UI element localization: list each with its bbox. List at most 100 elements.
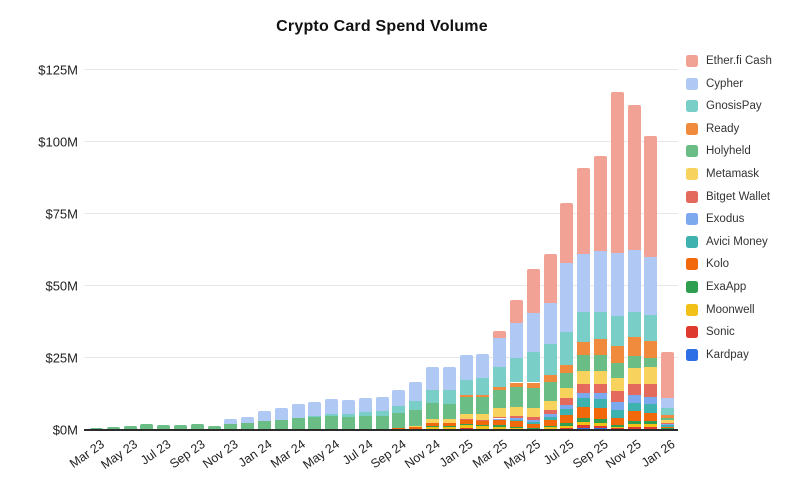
bar-segment-kolo[interactable] [627,410,641,421]
bar-segment-metamask[interactable] [577,370,591,384]
bar-segment-cypher[interactable] [224,418,238,425]
bar-segment-gnosispay[interactable] [543,343,557,376]
bar-segment-metamask[interactable] [644,366,658,384]
bar-segment-moonwell[interactable] [661,428,675,430]
bar-segment-ready[interactable] [644,340,658,358]
bar-segment-cypher[interactable] [459,355,473,380]
bar-segment-bitget-wallet[interactable] [459,419,473,420]
bar-segment-kolo[interactable] [593,407,607,420]
bar-segment-cypher[interactable] [291,404,305,418]
bar-segment-exodus[interactable] [509,418,523,420]
bar-segment-moonwell[interactable] [543,427,557,429]
bar-segment-kolo[interactable] [392,427,406,429]
legend-item-holyheld[interactable]: Holyheld [686,145,772,158]
bar-segment-exodus[interactable] [593,392,607,399]
bar-segment-holyheld[interactable] [224,424,238,430]
bar-segment-holyheld[interactable] [207,425,221,430]
bar-segment-holyheld[interactable] [526,388,540,409]
legend-item-cypher[interactable]: Cypher [686,77,772,90]
bar-segment-gnosispay[interactable] [358,411,372,417]
bar-segment-gnosispay[interactable] [459,379,473,396]
bar-segment-ready[interactable] [509,382,523,387]
bar-segment-kolo[interactable] [610,417,624,426]
bar-segment-gnosispay[interactable] [526,352,540,383]
bar-segment-ether-fi-cash[interactable] [610,91,624,253]
bar-segment-bitget-wallet[interactable] [526,417,540,420]
bar-segment-cypher[interactable] [442,367,456,390]
bar-segment-exaapp[interactable] [627,420,641,424]
bar-segment-ether-fi-cash[interactable] [661,352,675,399]
bar-segment-moonwell[interactable] [644,424,658,428]
bar-segment-avici-money[interactable] [661,425,675,427]
bar-segment-sonic[interactable] [644,427,658,429]
bar-segment-holyheld[interactable] [425,402,439,420]
legend-item-kardpay[interactable]: Kardpay [686,348,772,361]
bar-segment-ready[interactable] [661,414,675,418]
bar-segment-ether-fi-cash[interactable] [493,330,507,338]
bar-segment-cypher[interactable] [509,323,523,358]
bar-segment-gnosispay[interactable] [375,410,389,416]
bar-segment-cypher[interactable] [560,262,574,333]
bar-segment-ready[interactable] [543,375,557,383]
bar-segment-exodus[interactable] [577,392,591,399]
bar-segment-moonwell[interactable] [476,425,490,429]
legend-item-gnosispay[interactable]: GnosisPay [686,100,772,113]
bar-segment-avici-money[interactable] [543,417,557,420]
bar-segment-exodus[interactable] [493,418,507,420]
legend-item-avici-money[interactable]: Avici Money [686,235,772,248]
bar-segment-kolo[interactable] [644,412,658,422]
bar-segment-moonwell[interactable] [627,423,641,427]
bar-segment-gnosispay[interactable] [392,406,406,414]
bar-segment-metamask[interactable] [610,378,624,392]
bar-segment-cypher[interactable] [476,353,490,379]
bar-segment-cypher[interactable] [409,382,423,401]
bar-segment-gnosispay[interactable] [442,389,456,404]
bar-segment-moonwell[interactable] [610,426,624,429]
bar-segment-holyheld[interactable] [241,423,255,430]
bar-segment-holyheld[interactable] [593,355,607,371]
bar-segment-ready[interactable] [526,382,540,389]
bar-segment-bitget-wallet[interactable] [661,422,675,425]
bar-segment-metamask[interactable] [560,387,574,399]
bar-segment-exodus[interactable] [627,395,641,403]
bar-segment-metamask[interactable] [442,419,456,424]
bar-segment-gnosispay[interactable] [661,408,675,415]
bar-segment-avici-money[interactable] [526,422,540,425]
bar-segment-bitget-wallet[interactable] [610,391,624,402]
bar-segment-holyheld[interactable] [442,403,456,420]
bar-segment-moonwell[interactable] [493,426,507,430]
legend-item-exodus[interactable]: Exodus [686,213,772,226]
bar-segment-exaapp[interactable] [593,419,607,423]
bar-segment-cypher[interactable] [593,251,607,312]
bar-segment-sonic[interactable] [577,425,591,428]
bar-segment-gnosispay[interactable] [493,366,507,387]
legend-item-kolo[interactable]: Kolo [686,258,772,271]
bar-segment-bitget-wallet[interactable] [543,410,557,415]
bar-segment-sonic[interactable] [627,426,641,429]
bar-segment-cypher[interactable] [543,303,557,344]
bar-segment-holyheld[interactable] [392,413,406,428]
legend-item-bitget-wallet[interactable]: Bitget Wallet [686,190,772,203]
bar-segment-holyheld[interactable] [644,358,658,367]
bar-segment-cypher[interactable] [392,390,406,407]
bar-segment-cypher[interactable] [257,410,271,421]
bar-segment-holyheld[interactable] [577,355,591,371]
bar-segment-kolo[interactable] [425,422,439,427]
bar-segment-exaapp[interactable] [543,425,557,428]
legend-item-ether-fi-cash[interactable]: Ether.fi Cash [686,55,772,67]
bar-segment-cypher[interactable] [241,416,255,424]
bar-segment-exaapp[interactable] [459,424,473,426]
bar-segment-kolo[interactable] [459,419,473,425]
bar-segment-holyheld[interactable] [274,419,288,430]
bar-segment-gnosispay[interactable] [560,332,574,366]
bar-segment-ready[interactable] [593,339,607,356]
bar-segment-exodus[interactable] [526,419,540,423]
bar-segment-holyheld[interactable] [493,389,507,409]
bar-segment-kolo[interactable] [526,424,540,428]
bar-segment-holyheld[interactable] [173,425,187,430]
bar-segment-cypher[interactable] [644,257,658,315]
bar-segment-exodus[interactable] [560,404,574,409]
bar-segment-gnosispay[interactable] [509,358,523,383]
bar-segment-moonwell[interactable] [459,425,473,429]
bar-segment-ether-fi-cash[interactable] [560,202,574,263]
